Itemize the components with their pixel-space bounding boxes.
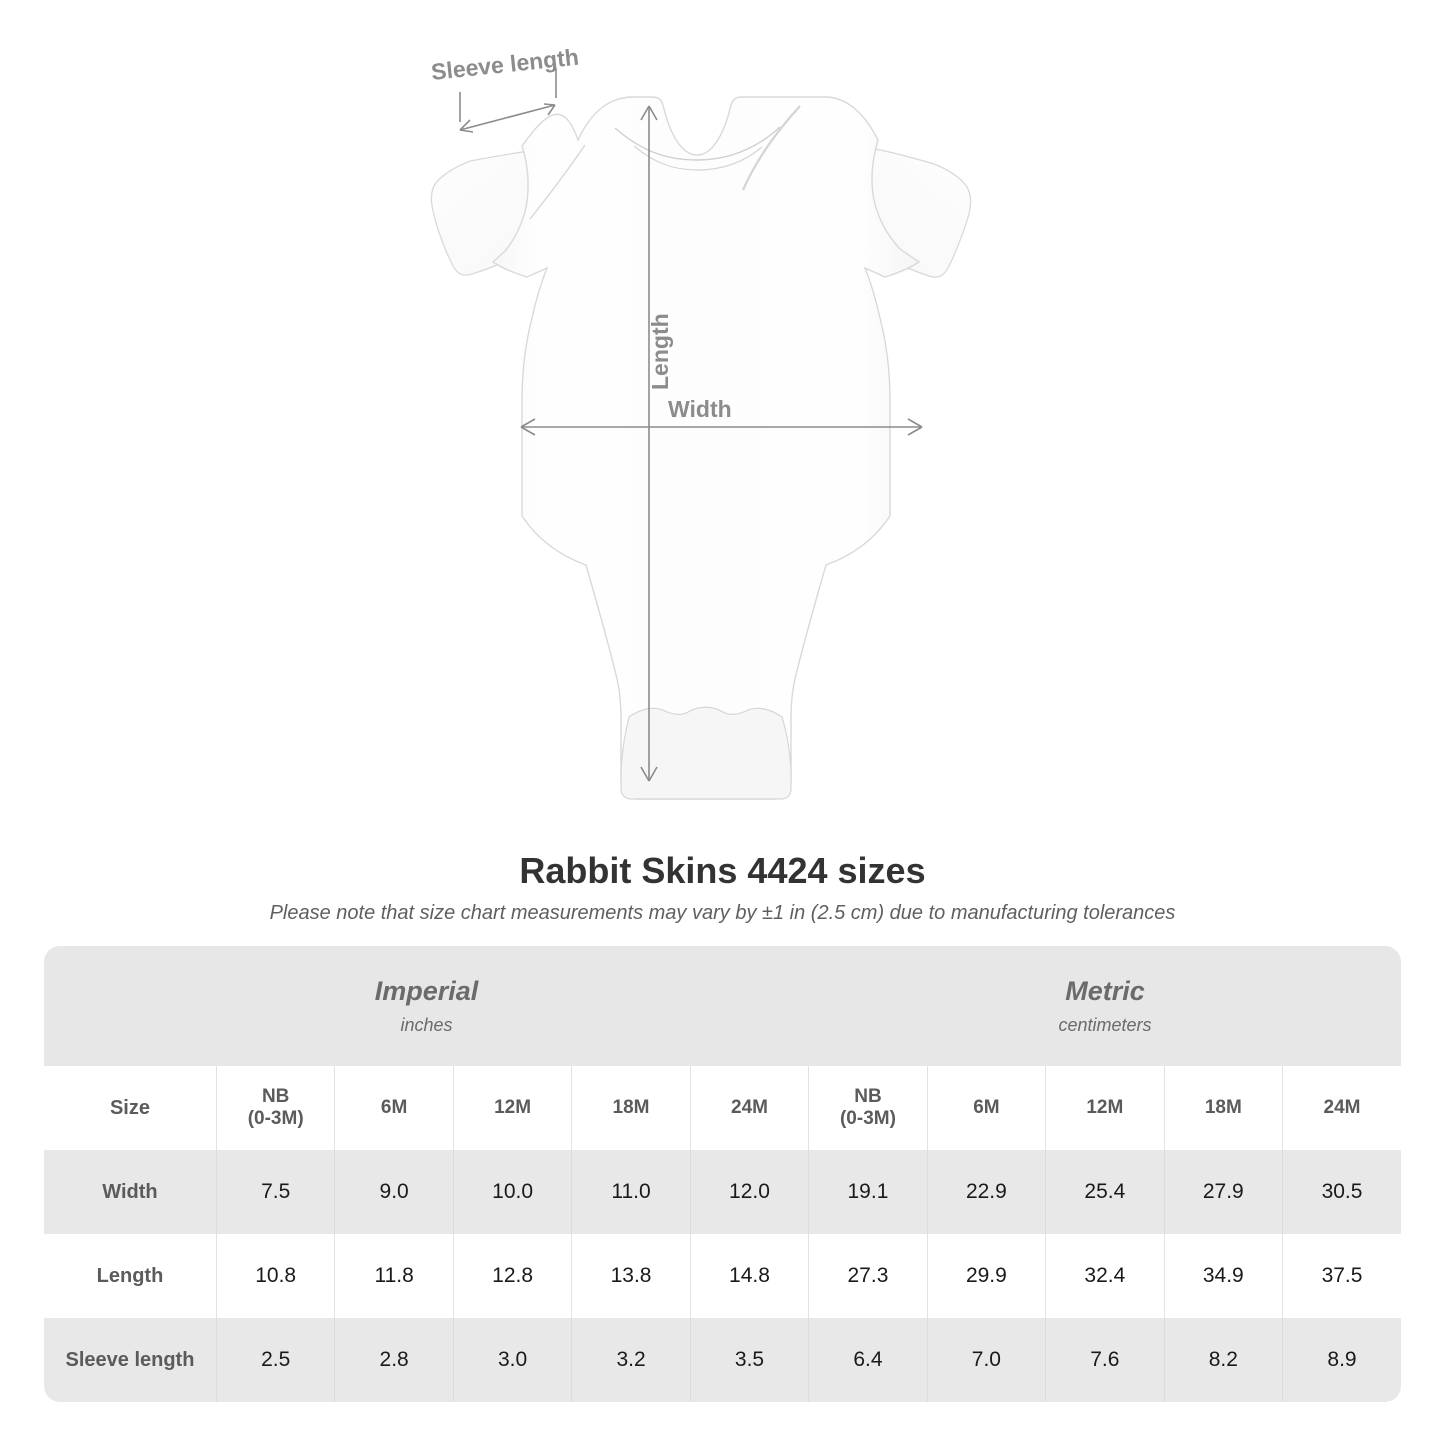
svg-text:Sleeve length: Sleeve length — [430, 44, 580, 85]
svg-text:Width: Width — [668, 396, 732, 422]
svg-text:Length: Length — [647, 313, 673, 390]
